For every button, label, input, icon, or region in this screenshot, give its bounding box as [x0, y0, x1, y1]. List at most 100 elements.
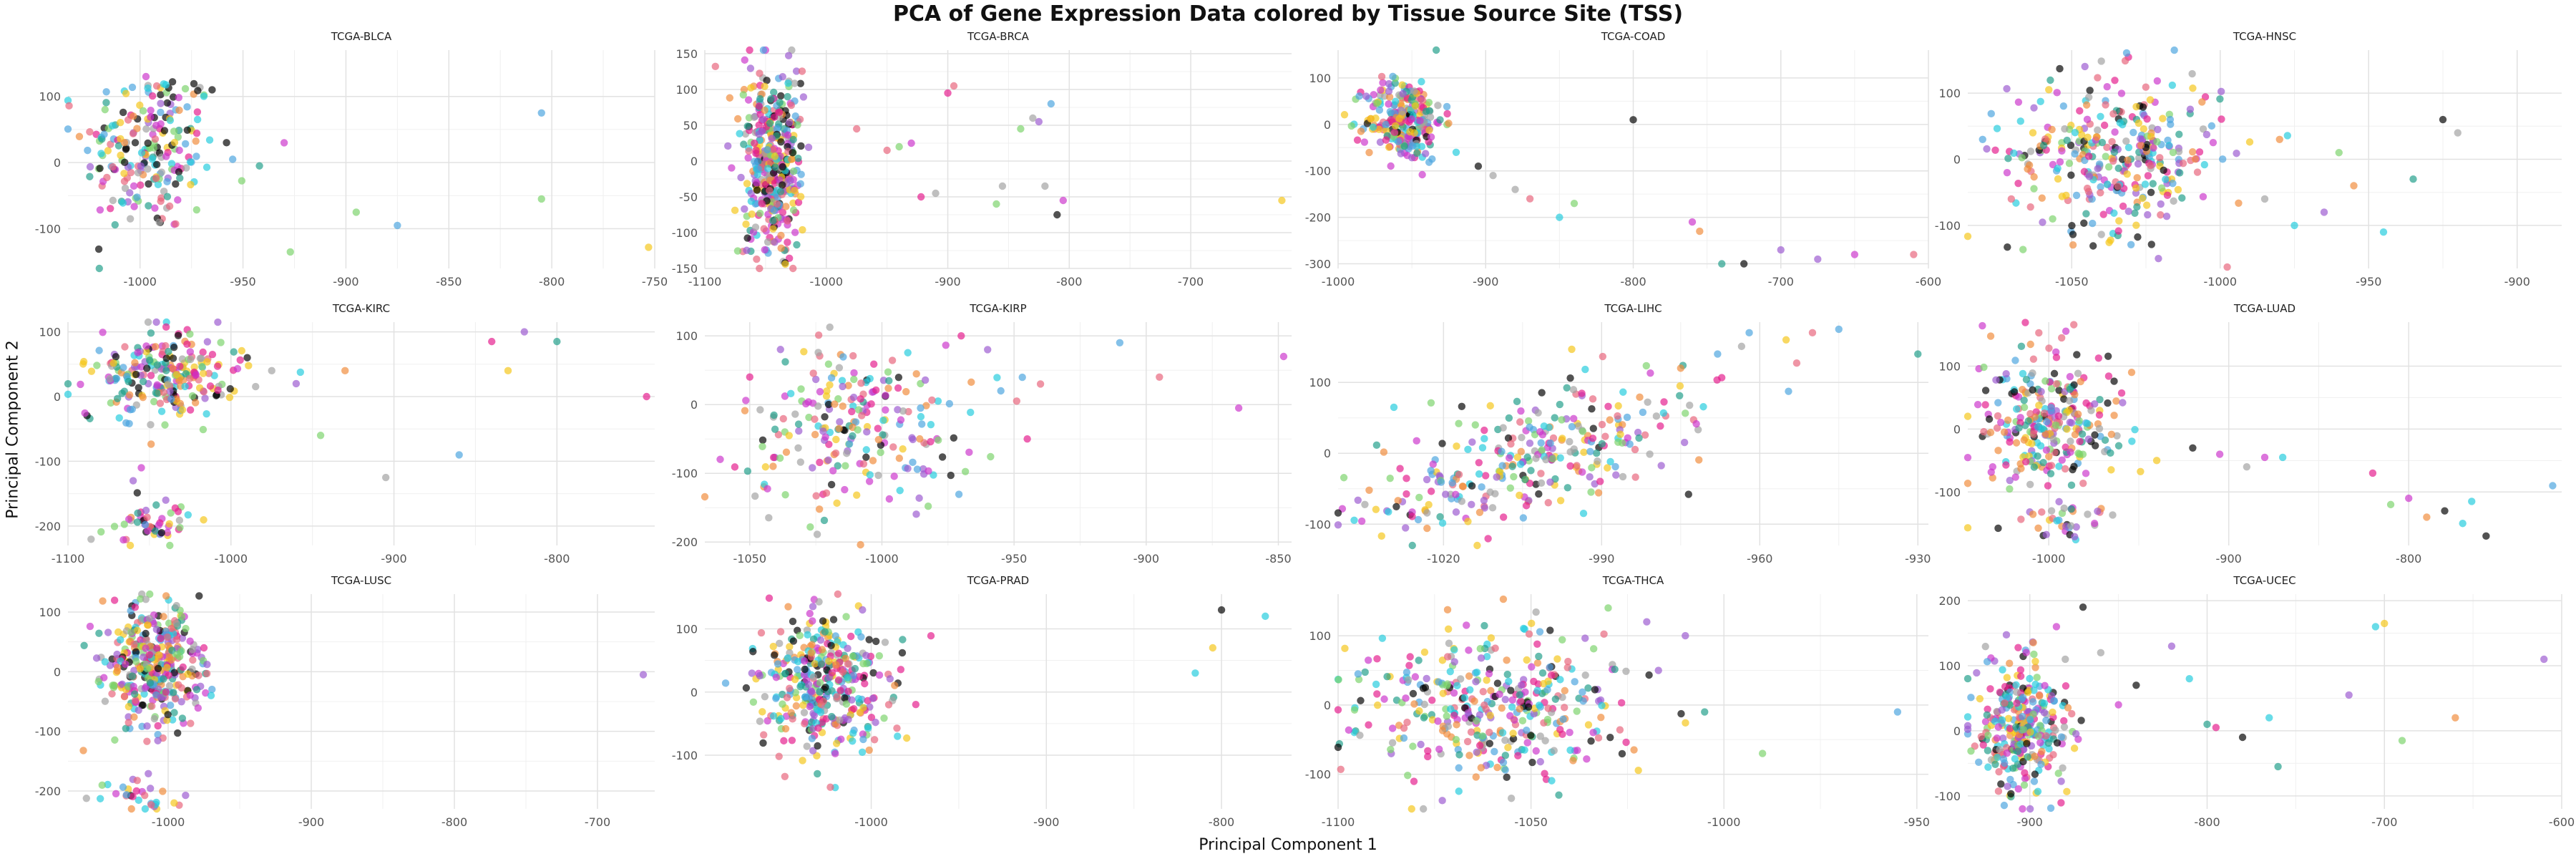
- x-tick-label: -900: [333, 275, 358, 288]
- data-point: [800, 709, 809, 717]
- data-point: [842, 700, 851, 708]
- data-point: [2062, 682, 2070, 690]
- data-point: [2170, 46, 2178, 54]
- data-point: [2072, 730, 2080, 738]
- x-tick-label: -930: [1905, 552, 1931, 566]
- data-point: [824, 360, 833, 368]
- data-point: [883, 146, 891, 155]
- data-point: [2012, 723, 2020, 731]
- data-point: [779, 208, 787, 216]
- data-point: [162, 354, 170, 362]
- data-point: [1979, 741, 1987, 749]
- data-point: [1558, 636, 1566, 644]
- x-tick-label: -1000: [2032, 552, 2066, 566]
- data-point: [2050, 369, 2059, 378]
- data-point: [865, 636, 873, 644]
- data-point: [1641, 431, 1649, 439]
- y-tick-label: 100: [675, 83, 698, 97]
- data-point: [107, 399, 115, 407]
- data-point: [849, 729, 857, 737]
- data-point: [2084, 435, 2093, 443]
- data-point: [761, 246, 769, 254]
- data-point: [2080, 219, 2088, 227]
- data-point: [182, 164, 190, 172]
- data-point: [748, 669, 756, 677]
- data-point: [1388, 724, 1397, 732]
- data-point: [2003, 694, 2011, 702]
- data-point: [721, 679, 730, 687]
- data-point: [782, 203, 790, 210]
- data-point: [130, 112, 137, 120]
- data-point: [139, 377, 147, 386]
- data-point: [1470, 697, 1478, 705]
- data-point: [205, 369, 213, 377]
- data-point: [1528, 758, 1536, 767]
- data-point: [992, 200, 1000, 208]
- x-tick-label: -600: [2549, 815, 2575, 829]
- data-point: [176, 174, 184, 183]
- data-point: [2114, 701, 2122, 709]
- data-point: [771, 425, 779, 433]
- data-point: [113, 394, 122, 402]
- data-point: [800, 348, 808, 356]
- data-point: [195, 671, 203, 679]
- data-point: [2069, 241, 2077, 249]
- data-point: [1372, 441, 1381, 450]
- data-point: [2020, 403, 2029, 412]
- y-tick-label: -100: [1935, 219, 1961, 233]
- data-point: [1334, 509, 1342, 517]
- facet-tcga-brca: TCGA-BRCA-1100 -1000 -900 -800 -700-150-100-…: [672, 30, 1292, 288]
- data-point: [1987, 468, 1995, 476]
- data-point: [2060, 504, 2068, 513]
- data-point: [2110, 148, 2119, 156]
- data-point: [1279, 352, 1288, 361]
- data-point: [1350, 729, 1358, 737]
- data-point: [175, 168, 183, 176]
- data-point: [129, 672, 137, 680]
- data-point: [2075, 417, 2083, 424]
- data-point: [187, 355, 195, 364]
- data-point: [151, 135, 160, 143]
- data-point: [1544, 704, 1552, 712]
- data-point: [2030, 173, 2038, 181]
- data-point: [1701, 708, 1709, 716]
- x-tick-label: -900: [2216, 552, 2242, 566]
- data-point: [785, 432, 793, 440]
- data-point: [1378, 634, 1387, 642]
- data-point: [2013, 699, 2021, 707]
- data-point: [214, 386, 222, 394]
- data-point: [1427, 399, 1435, 407]
- data-point: [2191, 155, 2200, 163]
- data-point: [1598, 702, 1606, 709]
- data-point: [2097, 189, 2104, 197]
- data-point: [196, 354, 205, 362]
- data-point: [838, 377, 847, 384]
- data-point: [1029, 114, 1037, 122]
- data-point: [1541, 770, 1548, 777]
- data-point: [1569, 757, 1577, 765]
- data-point: [1551, 695, 1560, 703]
- data-point: [2114, 164, 2122, 173]
- data-point: [2007, 790, 2015, 797]
- data-point: [1524, 703, 1533, 711]
- data-point: [2076, 107, 2084, 115]
- data-point: [740, 140, 748, 148]
- data-point: [2129, 128, 2137, 137]
- data-point: [2006, 659, 2014, 667]
- data-point: [1053, 210, 1061, 219]
- data-point: [1507, 440, 1515, 448]
- data-point: [201, 394, 209, 402]
- data-point: [1526, 423, 1533, 432]
- data-point: [2123, 170, 2131, 178]
- data-point: [932, 189, 940, 198]
- data-point: [760, 731, 768, 739]
- x-tick-label: -900: [1133, 552, 1159, 566]
- data-point: [865, 746, 873, 754]
- data-point: [2238, 733, 2247, 742]
- data-point: [2110, 412, 2118, 419]
- data-point: [784, 603, 792, 611]
- data-point: [2082, 210, 2090, 218]
- data-point: [1910, 251, 1918, 258]
- data-point: [1680, 438, 1689, 447]
